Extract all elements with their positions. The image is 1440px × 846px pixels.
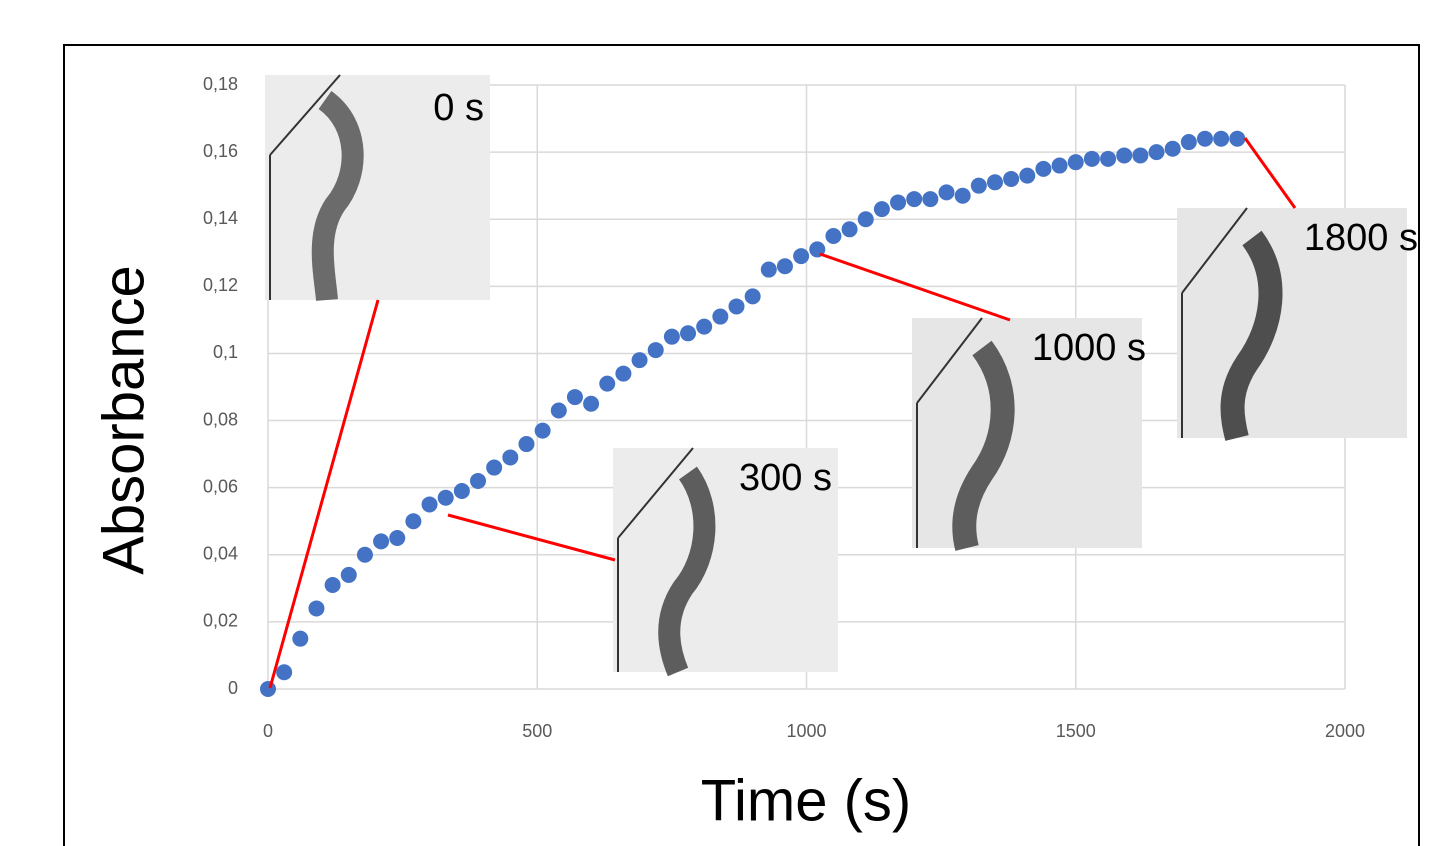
y-tick-label: 0: [228, 678, 238, 698]
inset-image: [265, 74, 490, 302]
data-point: [260, 681, 276, 697]
data-point: [970, 177, 987, 194]
data-point: [389, 530, 406, 546]
data-point: [599, 375, 616, 392]
data-point: [615, 365, 632, 382]
annotation-line: [268, 299, 380, 689]
data-point: [1083, 150, 1100, 167]
data-point: [776, 258, 793, 275]
data-point: [486, 459, 503, 476]
data-point: [566, 389, 583, 406]
data-point: [873, 201, 890, 218]
data-point: [405, 513, 422, 530]
data-point: [663, 328, 680, 345]
chart-frame: [63, 44, 1420, 846]
data-point: [647, 342, 664, 359]
x-tick-label: 2000: [1325, 721, 1365, 741]
data-point: [1148, 144, 1165, 161]
inset-image: [912, 317, 1142, 551]
data-point: [986, 174, 1003, 191]
data-point: [1051, 157, 1068, 174]
data-point: [1229, 130, 1246, 147]
annotation-line: [1243, 137, 1297, 209]
x-tick-label: 0: [263, 721, 273, 741]
data-point: [938, 184, 955, 201]
y-tick-label: 0,14: [203, 208, 238, 228]
data-point: [906, 191, 923, 208]
data-point: [1035, 160, 1052, 177]
data-point: [1019, 167, 1036, 184]
data-point: [534, 422, 551, 439]
data-point: [324, 576, 341, 593]
data-point: [1196, 130, 1213, 147]
annotation-line: [447, 513, 616, 562]
data-point: [922, 191, 939, 208]
data-point: [744, 288, 761, 305]
data-point: [518, 436, 535, 453]
data-point: [890, 194, 907, 211]
y-tick-label: 0,02: [203, 611, 238, 631]
annotation: 300 s: [739, 457, 832, 499]
data-point: [857, 211, 874, 228]
annotation: 1800 s: [1304, 217, 1418, 259]
data-point: [1100, 150, 1117, 167]
data-point: [712, 308, 729, 325]
data-point: [373, 533, 390, 550]
data-point: [340, 566, 357, 583]
data-point: [292, 630, 309, 647]
data-point: [1164, 140, 1181, 157]
y-tick-label: 0,08: [203, 409, 238, 429]
data-point: [793, 248, 810, 265]
x-tick-label: 1000: [786, 721, 826, 741]
data-point: [276, 664, 293, 681]
inset-image: [1177, 207, 1407, 441]
data-point: [583, 395, 600, 412]
data-point: [550, 402, 567, 419]
y-axis-title: Absorbance: [91, 265, 156, 575]
y-tick-label: 0,16: [203, 141, 238, 161]
data-point: [696, 318, 713, 335]
x-axis-title: Time (s): [701, 768, 911, 833]
data-point: [760, 261, 777, 278]
points: [260, 130, 1246, 697]
data-point: [954, 187, 971, 204]
data-point: [1067, 154, 1084, 171]
annotation: 1000 s: [1032, 327, 1146, 369]
y-tick-label: 0,12: [203, 275, 238, 295]
y-tick-label: 0,18: [203, 74, 238, 94]
data-point: [1180, 134, 1197, 151]
data-point: [1003, 170, 1020, 187]
data-point: [470, 472, 487, 489]
inset-image: [613, 447, 838, 677]
data-point: [1132, 147, 1149, 164]
annotation: 0 s: [433, 87, 484, 129]
data-point: [631, 352, 648, 369]
data-point: [825, 228, 842, 244]
y-tick-label: 0,04: [203, 544, 238, 564]
data-point: [680, 325, 697, 342]
data-point: [728, 298, 745, 315]
data-point: [308, 600, 325, 617]
data-point: [1116, 147, 1133, 164]
x-tick-label: 1500: [1056, 721, 1096, 741]
data-point: [453, 483, 470, 500]
y-tick-label: 0,06: [203, 476, 238, 496]
data-point: [437, 489, 454, 506]
x-tick-label: 500: [522, 721, 552, 741]
annotations: 0 s 300 s 1000 s 1800 s: [265, 74, 1418, 689]
data-point: [1213, 130, 1230, 147]
annotation-line: [819, 252, 1011, 322]
y-tick-label: 0,1: [213, 342, 238, 362]
data-point: [502, 449, 519, 466]
data-point: [421, 496, 438, 513]
data-point: [841, 221, 858, 238]
data-point: [356, 546, 373, 563]
